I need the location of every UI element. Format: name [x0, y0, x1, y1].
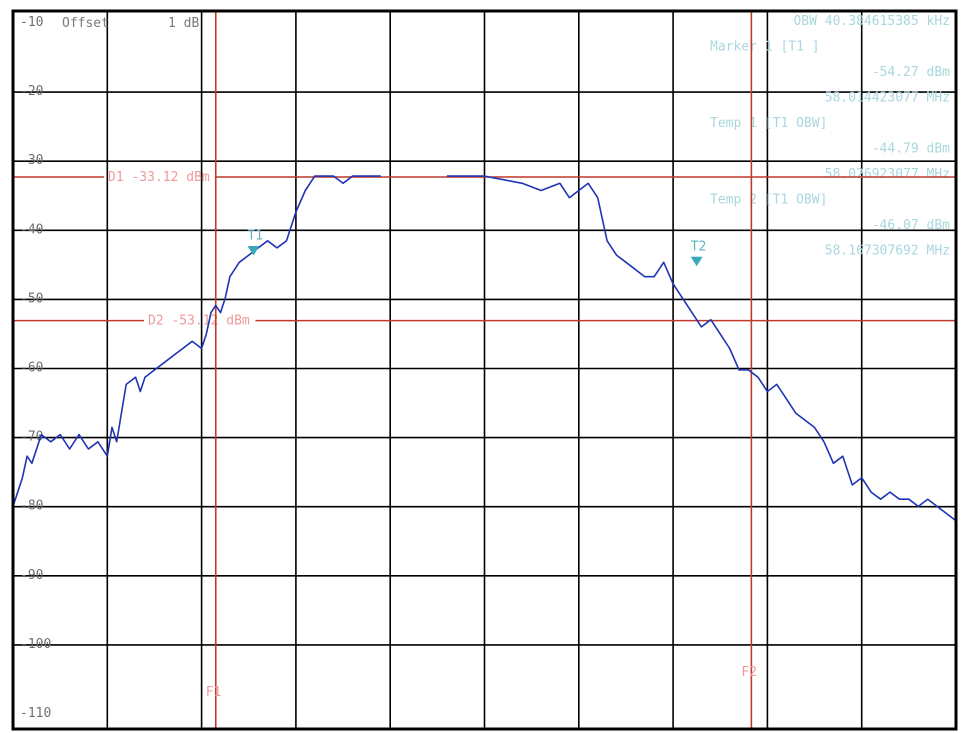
marker-label: T2 [691, 239, 707, 254]
marker-info-line: Marker 1 [T1 ] [710, 40, 820, 55]
frequency-lines: F1 F2 [206, 11, 757, 729]
y-tick-label: -60 [20, 361, 43, 376]
marker-triangle [690, 256, 703, 267]
y-tick-label: -10 [20, 15, 43, 30]
marker-info-line: 58.167307692 MHz [825, 244, 950, 259]
display-line-label: D2 -53.12 dBm [148, 314, 250, 329]
marker-info-line: Temp 2 [T1 OBW] [710, 193, 827, 208]
y-tick-label: -70 [20, 430, 43, 445]
marker-label: T1 [247, 229, 263, 244]
plot-frame [11, 9, 958, 731]
y-tick-label: -100 [20, 637, 51, 652]
y-tick-label: -30 [20, 153, 43, 168]
marker-info-line: -44.79 dBm [872, 142, 950, 157]
offset-value: 1 dB [168, 16, 199, 31]
y-tick-label: -80 [20, 499, 43, 514]
marker-info-line: -54.27 dBm [872, 65, 950, 80]
y-tick-label: -50 [20, 291, 43, 306]
marker-info-line: 58.014423077 MHz [825, 91, 950, 106]
y-axis-labels: -10 -20 -30 -40 -50 -60 -70 -80 -90 -100 -110 [20, 15, 51, 721]
marker-info-line: Temp 1 [T1 OBW] [710, 116, 827, 131]
frequency-line-label: F1 [206, 685, 222, 700]
marker-info-panel: OBW 40.384615385 kHz Marker 1 [T1 ] -54.27… [710, 14, 950, 259]
trace-line [12, 175, 381, 507]
markers: T1 T2 [247, 229, 707, 267]
y-tick-label: -110 [20, 706, 51, 721]
trace-line [446, 175, 957, 522]
display-lines: D1 -33.12 dBm D2 -53.12 dBm [13, 170, 956, 329]
frequency-line-label: F2 [741, 665, 757, 680]
grid [13, 11, 956, 729]
marker-info-line: 58.026923077 MHz [825, 167, 950, 182]
y-tick-label: -40 [20, 222, 43, 237]
y-tick-label: -90 [20, 568, 43, 583]
marker-info-line: -46.07 dBm [872, 218, 950, 233]
offset-label: Offset [62, 16, 109, 31]
trace-group [12, 175, 957, 522]
marker-triangle [247, 246, 260, 256]
display-line-label: D1 -33.12 dBm [108, 170, 210, 185]
y-tick-label: -20 [20, 84, 43, 99]
marker-info-line: OBW 40.384615385 kHz [793, 14, 950, 29]
